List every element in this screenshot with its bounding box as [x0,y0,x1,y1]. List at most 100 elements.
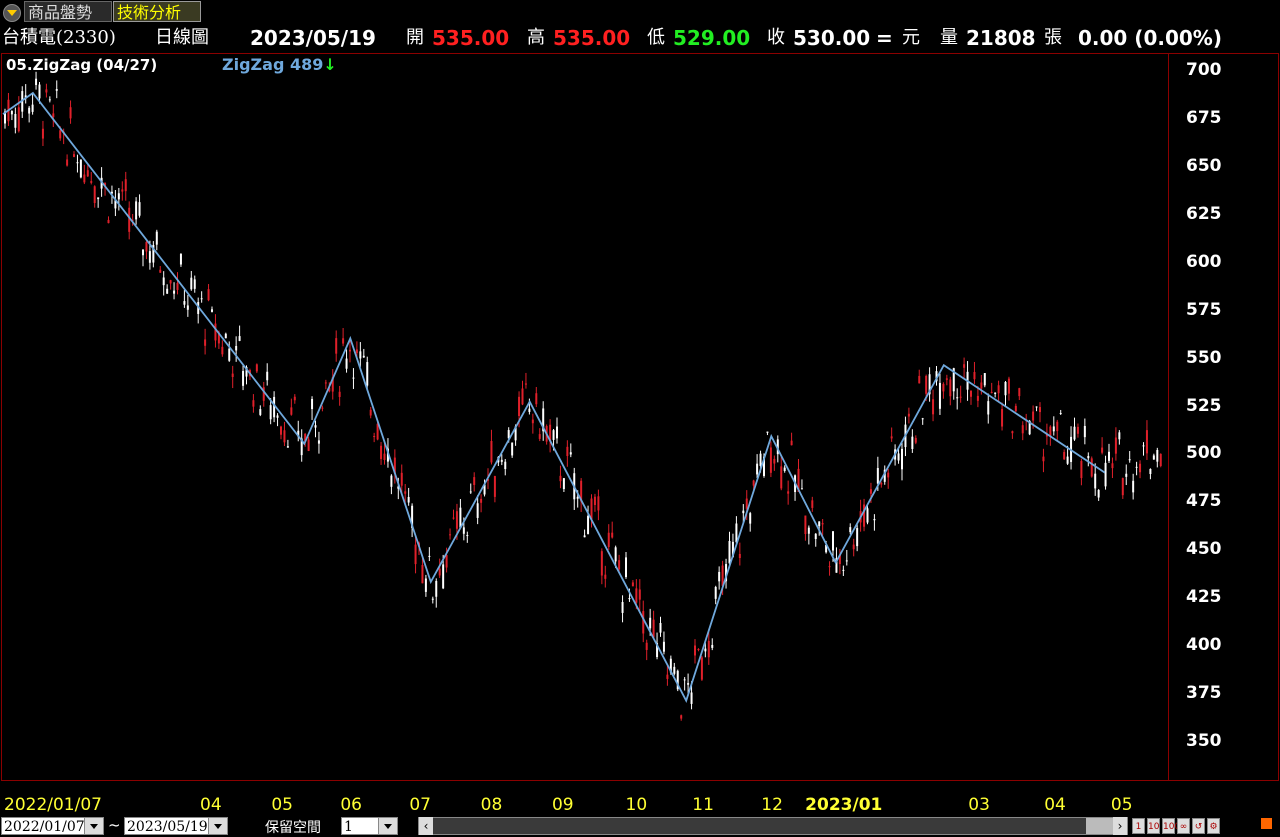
candle-body [745,498,748,509]
candle-body [1063,452,1066,460]
candle-body [369,409,372,416]
candle-body [104,183,107,186]
candle-body [290,407,293,415]
chart-scrollbar[interactable] [418,817,1128,835]
x-tick-label: 03 [968,795,990,815]
zoom-reset-icon[interactable]: ↺ [1192,818,1205,834]
candle-body [121,189,124,192]
candle-body [1066,456,1069,464]
candlestick-layer [4,71,1162,721]
candle-body [114,200,117,209]
candle-body [590,498,593,520]
candle-body [1007,378,1010,394]
candle-body [145,242,148,252]
alert-icon[interactable] [1261,818,1272,829]
candle-body [79,159,82,178]
candle-body [631,582,634,587]
change-value: 0.00 (0.00%) [1078,26,1222,50]
y-tick-label: 425 [1186,587,1222,608]
candle-body [179,254,182,265]
chart-svg [2,71,1162,721]
candle-body [52,113,55,118]
candle-body [838,554,841,565]
candle-body [487,479,489,481]
close-label: 收 [767,27,785,48]
zoom-100-icon[interactable]: 100 [1162,818,1180,834]
candle-body [542,408,545,432]
x-tick-label: 12 [761,795,783,815]
candle-body [504,461,507,470]
settings-icon[interactable]: ⚙ [1207,818,1220,834]
candle-body [166,288,169,294]
candle-body [887,472,890,478]
candle-body [752,480,755,486]
candle-body [390,475,393,487]
chevron-down-icon[interactable] [84,818,103,834]
candle-body [852,544,855,550]
from-date-select[interactable]: 2022/01/07 [1,817,104,835]
candle-body [142,249,144,256]
tab-technical-analysis[interactable]: 技術分析 [113,1,201,22]
zoom-1-icon[interactable]: 1 [1132,818,1145,834]
candle-body [428,555,431,557]
candle-body [266,371,269,381]
candle-body [55,89,58,91]
scroll-right-icon[interactable]: › [1113,817,1127,835]
candle-body [135,201,138,220]
stepper-arrows-icon[interactable] [378,818,397,834]
candle-body [1056,421,1059,432]
y-tick-label: 700 [1186,60,1222,80]
candle-body [1083,425,1086,438]
candle-body [1028,420,1031,435]
candle-body [1104,462,1107,487]
candle-body [907,413,910,417]
candle-body [366,362,369,386]
candle-body [186,305,189,310]
volume-label: 量 [940,27,958,48]
candle-body [148,251,151,263]
chevron-down-icon[interactable] [208,818,227,834]
x-tick-label: 11 [692,795,714,815]
candle-body [269,405,272,420]
candle-body [580,480,583,502]
candle-body [10,111,13,115]
candle-body [1118,432,1121,440]
candle-body [280,426,282,435]
candle-body [331,377,334,392]
y-tick-label: 675 [1186,107,1222,128]
candle-body [759,453,762,466]
candle-body [286,446,289,448]
period-label: 日線圖 [155,27,209,48]
candle-body [535,393,538,405]
candle-body [524,383,527,385]
candle-body [1059,412,1062,414]
candle-body [662,641,665,652]
zoom-all-icon[interactable]: ∞ [1177,818,1190,834]
tab-market-overview[interactable]: 商品盤勢 [24,1,112,22]
candle-body [162,277,165,286]
candle-body [994,392,997,394]
candle-body [725,564,728,582]
scroll-left-icon[interactable]: ‹ [419,817,433,835]
candle-body [490,440,493,463]
scrollbar-thumb[interactable] [1086,818,1120,834]
candle-body [742,510,745,514]
candle-body [932,399,935,415]
candle-body [300,438,303,456]
candle-body [362,355,365,358]
candle-body [1032,411,1035,421]
menu-dropdown-icon[interactable] [3,4,21,22]
reserve-space-stepper[interactable]: 1 [341,817,398,835]
candle-body [1042,456,1045,462]
candle-body [359,351,362,359]
candle-body [511,442,514,456]
zoom-10-icon[interactable]: 10 [1147,818,1160,834]
candle-body [59,130,62,139]
chart-area[interactable] [1,53,1169,781]
candle-body [649,617,652,629]
to-date-select[interactable]: 2023/05/19 [124,817,228,835]
candle-body [500,459,503,462]
candle-body [276,415,279,418]
candle-body [462,527,465,534]
candle-body [721,565,724,586]
